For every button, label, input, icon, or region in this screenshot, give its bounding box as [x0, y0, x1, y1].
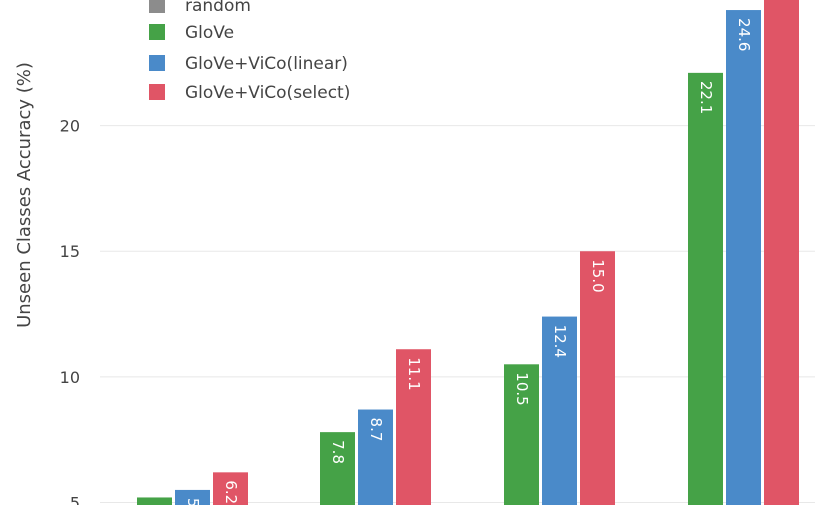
legend-entry-label: random [185, 0, 251, 16]
y-tick-label: 20 [60, 117, 80, 136]
bar [137, 497, 172, 505]
legend-swatch [149, 55, 165, 71]
bar [175, 489, 210, 505]
legend-entry-label: GloVe+ViCo(linear) [185, 54, 348, 74]
bar [764, 0, 799, 505]
bar [580, 251, 615, 505]
legend-entry-label: GloVe [185, 23, 234, 43]
bar-data-label: 12.4 [551, 325, 569, 358]
bar-data-label: 5. [184, 498, 202, 505]
y-axis-label: Unseen Classes Accuracy (%) [14, 62, 35, 328]
bar-data-label: 8.7 [367, 418, 385, 442]
bars: 7.8 10.5 22.1 5. 8.7 12.4 24.6 6.2 11.1 15.0 [137, 0, 799, 505]
bar-data-label: 15.0 [589, 259, 607, 292]
bar-data-label: 24.6 [735, 18, 753, 51]
bar [688, 72, 723, 505]
bar [396, 349, 431, 505]
bar-data-label: 6.2 [222, 480, 240, 504]
legend: random GloVe GloVe+ViCo(linear) GloVe+ViCo(… [149, 0, 350, 103]
bar [504, 364, 539, 505]
legend-swatch [149, 84, 165, 100]
bar [320, 432, 355, 505]
bar-data-label: 11.1 [405, 357, 423, 390]
y-tick-label: 5 [70, 493, 80, 505]
bar [213, 472, 248, 505]
bar [542, 316, 577, 505]
y-tick-label: 10 [60, 368, 80, 387]
legend-swatch [149, 24, 165, 40]
y-tick-labels: 5 10 15 20 [60, 117, 80, 505]
bar-data-label: 10.5 [513, 372, 531, 405]
bar-data-label: 22.1 [697, 81, 715, 114]
legend-entry-label: GloVe+ViCo(select) [185, 83, 350, 103]
y-tick-label: 15 [60, 242, 80, 261]
bar-data-label: 7.8 [329, 440, 347, 464]
bar [726, 10, 761, 505]
legend-swatch [149, 0, 165, 13]
bar [358, 409, 393, 505]
